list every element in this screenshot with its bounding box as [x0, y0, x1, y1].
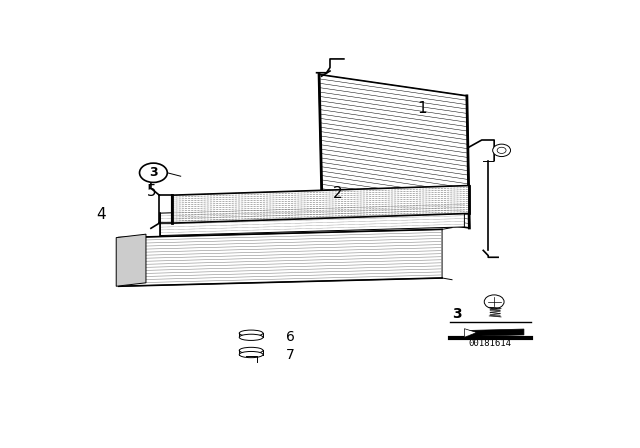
- Text: 6: 6: [286, 330, 294, 345]
- Text: 5: 5: [147, 184, 157, 199]
- Polygon shape: [161, 204, 465, 236]
- Polygon shape: [319, 74, 469, 228]
- Text: 00181614: 00181614: [468, 339, 512, 348]
- Circle shape: [497, 147, 506, 154]
- Text: 7: 7: [286, 348, 294, 362]
- Text: 4: 4: [96, 207, 106, 222]
- Text: 3: 3: [149, 166, 157, 179]
- Polygon shape: [116, 234, 146, 286]
- Text: 1: 1: [417, 101, 427, 116]
- Text: 3: 3: [452, 307, 462, 321]
- Circle shape: [140, 163, 167, 182]
- Circle shape: [484, 295, 504, 309]
- Polygon shape: [172, 185, 469, 223]
- Circle shape: [493, 144, 511, 156]
- Ellipse shape: [239, 330, 263, 336]
- Ellipse shape: [239, 347, 263, 353]
- Text: 2: 2: [333, 186, 343, 201]
- Polygon shape: [118, 229, 442, 286]
- Polygon shape: [465, 329, 477, 337]
- Ellipse shape: [239, 352, 263, 358]
- Ellipse shape: [239, 334, 263, 340]
- Polygon shape: [469, 329, 524, 336]
